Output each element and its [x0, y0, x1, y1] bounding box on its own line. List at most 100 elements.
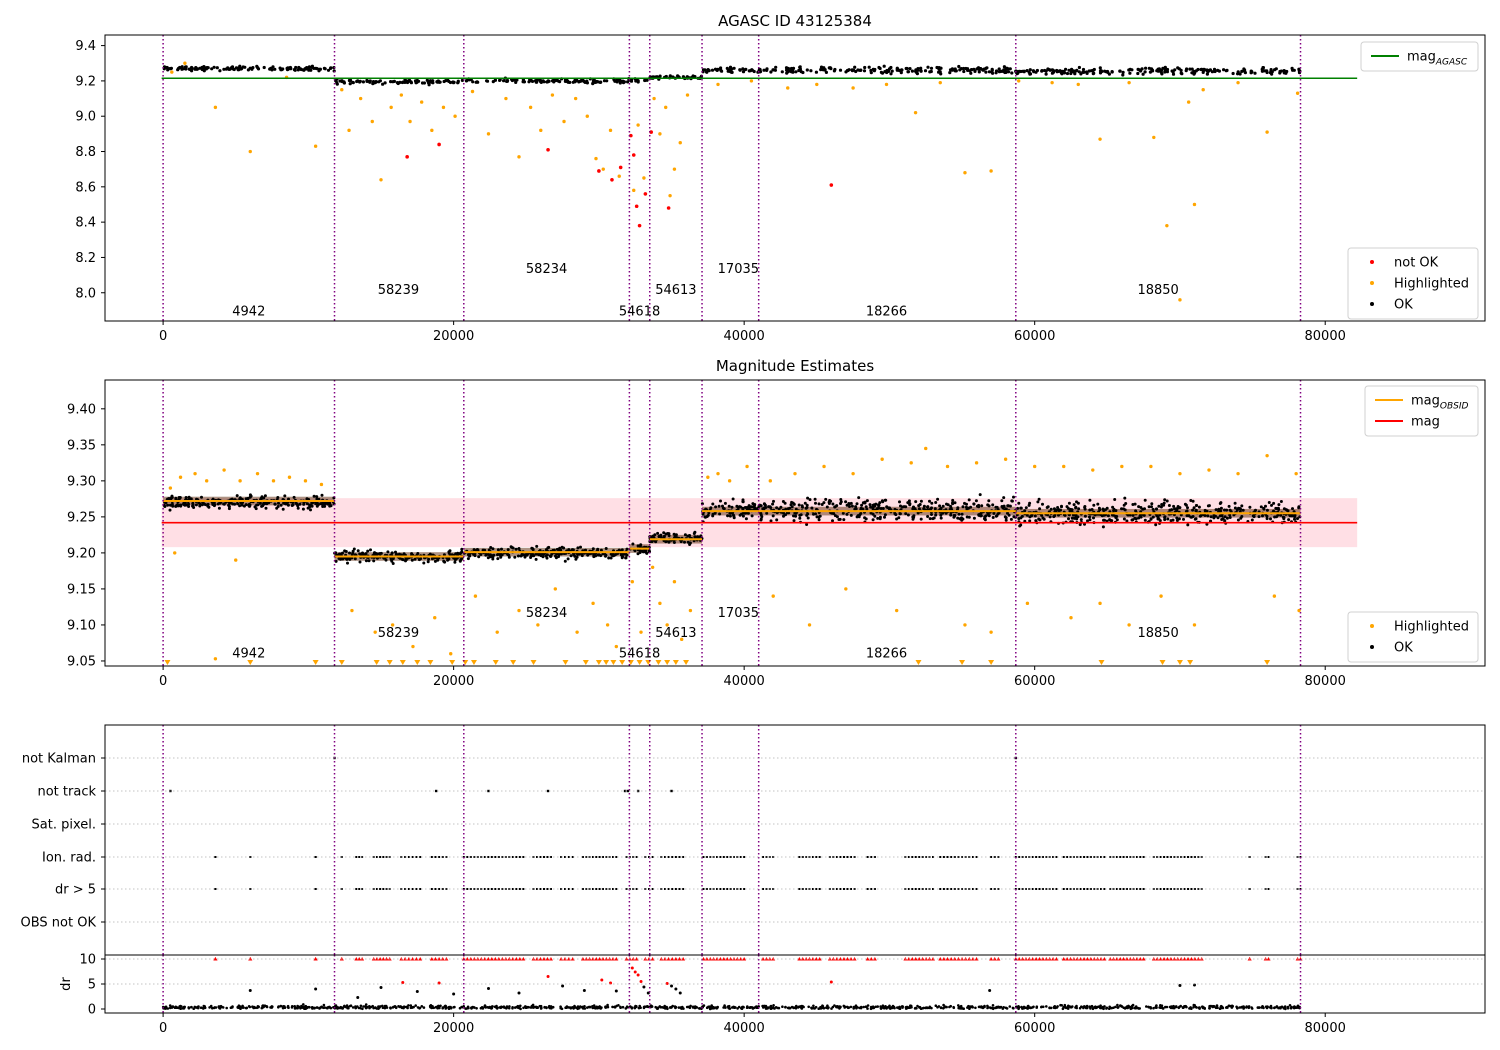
ok-point	[946, 503, 950, 507]
flag-marker	[1267, 856, 1270, 858]
ok-point	[768, 505, 772, 509]
ok-point	[806, 516, 810, 520]
dr-point	[166, 1007, 170, 1010]
flag-marker	[1103, 888, 1106, 890]
y-tick-label: 9.05	[67, 654, 96, 669]
ok-point	[1115, 518, 1119, 522]
ok-point	[1214, 514, 1217, 518]
dr-overflow-marker	[1065, 957, 1070, 961]
flag-marker	[993, 856, 996, 858]
ok-point	[1194, 509, 1198, 513]
flag-marker	[1267, 888, 1270, 890]
x-tick-label: 0	[159, 674, 167, 689]
ok-point	[1219, 506, 1223, 510]
flag-marker	[921, 888, 924, 890]
ok-point	[871, 67, 875, 71]
ok-point	[581, 78, 585, 82]
dr-point	[746, 1005, 749, 1008]
dr-overflow-marker	[514, 957, 519, 961]
ok-point	[260, 504, 264, 508]
dr-point	[814, 1005, 818, 1009]
ok-point	[793, 511, 797, 515]
ok-point	[256, 503, 260, 507]
flag-marker	[1066, 888, 1069, 890]
dr-point	[1188, 1007, 1191, 1010]
below-range-marker	[664, 660, 671, 665]
ok-point	[249, 494, 253, 498]
ok-point	[709, 506, 713, 510]
ok-point	[777, 507, 781, 511]
ok-point	[365, 79, 369, 83]
ok-point	[994, 514, 998, 518]
highlighted-point	[350, 608, 354, 613]
highlighted-point	[924, 446, 928, 451]
dr-point	[1017, 1005, 1020, 1008]
ok-point	[643, 78, 647, 82]
ok-point	[1000, 69, 1004, 73]
ok-point	[1186, 506, 1189, 510]
ok-point	[939, 516, 943, 520]
ok-point	[1141, 72, 1145, 76]
dr-overflow-marker	[482, 957, 487, 961]
flag-marker	[483, 888, 486, 890]
dr-overflow-marker	[1124, 957, 1129, 961]
ok-point	[1189, 499, 1193, 502]
ok-point	[246, 496, 250, 500]
ok-point	[1038, 507, 1042, 511]
flag-marker	[1069, 856, 1072, 858]
dr-point	[1149, 1006, 1152, 1009]
ok-point	[1235, 508, 1239, 512]
ok-point	[1155, 507, 1158, 511]
dr-point	[518, 1006, 521, 1010]
dr-point	[452, 992, 456, 996]
dr-point	[242, 1006, 245, 1009]
ok-point	[1296, 517, 1299, 521]
not-ok-point	[629, 133, 633, 138]
ok-point	[262, 65, 266, 70]
legend-box	[1360, 41, 1479, 72]
highlighted-point	[652, 96, 656, 101]
flag-marker	[415, 856, 418, 858]
dr-overflow-marker	[594, 957, 599, 961]
highlighted-point	[340, 88, 344, 92]
dr-point	[378, 1005, 382, 1008]
ok-point	[1241, 508, 1245, 512]
flag-marker	[729, 888, 732, 890]
ok-point	[1195, 504, 1199, 507]
y-tick-label: 8.4	[75, 216, 96, 231]
dr-point	[670, 984, 674, 988]
dr-point	[1241, 1005, 1245, 1009]
flag-marker	[1122, 888, 1125, 890]
ok-point	[980, 504, 984, 508]
ok-point	[1065, 71, 1070, 76]
dr-point	[626, 1006, 630, 1009]
ok-point	[308, 505, 312, 509]
ok-point	[1265, 508, 1269, 512]
ok-point	[1028, 501, 1032, 505]
dr-point	[389, 1007, 392, 1010]
below-range-marker	[386, 660, 393, 665]
ok-point	[831, 502, 835, 506]
highlighted-point	[204, 479, 209, 483]
flag-marker	[798, 856, 801, 858]
ok-point	[705, 70, 709, 74]
ok-point	[271, 65, 275, 69]
not-ok-point	[829, 183, 834, 187]
dr-point	[766, 1006, 770, 1009]
highlighted-point	[495, 630, 499, 634]
ok-point	[842, 518, 846, 522]
ok-point	[972, 502, 976, 506]
ok-point	[741, 500, 745, 504]
dr-point	[916, 1004, 919, 1008]
ok-point	[1128, 71, 1132, 75]
legend-dot-swatch	[1370, 281, 1374, 285]
dr-point	[772, 1004, 775, 1007]
below-range-marker	[595, 660, 602, 665]
dr-point	[888, 1004, 891, 1008]
dr-point	[796, 1006, 800, 1009]
ok-point	[487, 548, 491, 552]
ok-point	[218, 501, 222, 505]
dr-point	[1008, 1005, 1012, 1008]
ok-point	[859, 506, 863, 510]
ok-point	[551, 548, 555, 552]
